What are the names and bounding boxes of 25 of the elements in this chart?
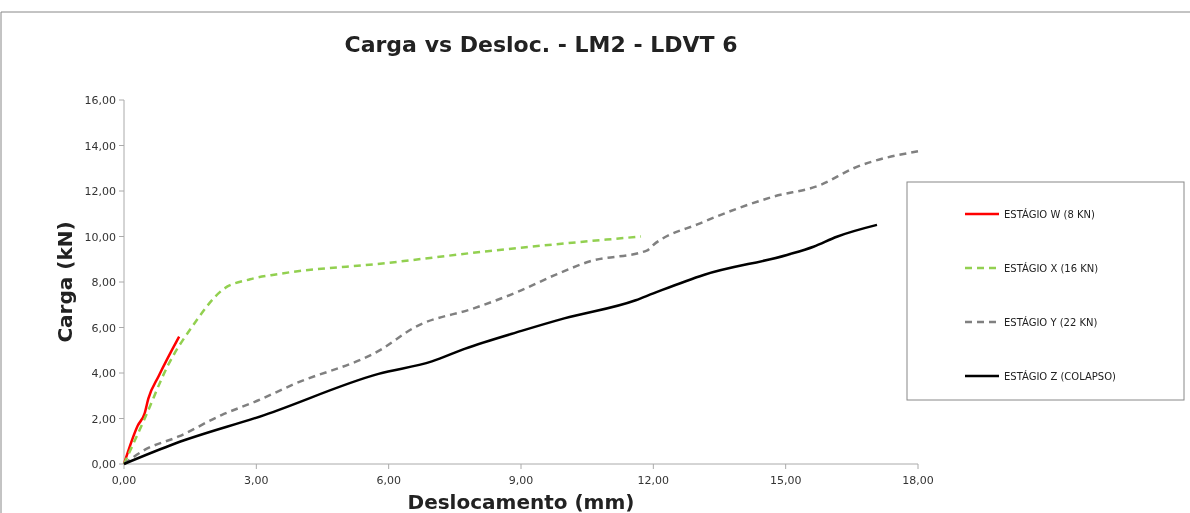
line-series bbox=[122, 235, 643, 466]
legend-label: ESTÁGIO W (8 KN) bbox=[1004, 208, 1095, 220]
y-tick-label: 16,00 bbox=[84, 94, 116, 107]
x-tick-label: 18,00 bbox=[902, 474, 934, 487]
x-tick-label: 9,00 bbox=[508, 474, 534, 487]
x-tick-label: 0,00 bbox=[111, 474, 137, 487]
x-tick-label: 12,00 bbox=[637, 474, 670, 487]
y-tick-label: 12,00 bbox=[84, 185, 116, 198]
x-axis-title: Deslocamento (mm) bbox=[407, 490, 635, 513]
x-tick-label: 3,00 bbox=[244, 474, 269, 487]
y-tick-label: 0,00 bbox=[91, 458, 116, 471]
y-tick-label: 14,00 bbox=[84, 139, 116, 153]
legend-label: ESTÁGIO X (16 KN) bbox=[1004, 262, 1099, 274]
y-tick-label: 8,00 bbox=[91, 276, 116, 289]
chart-title: Carga vs Desloc. - LM2 - LDVT 6 bbox=[344, 32, 738, 57]
y-tick-label: 6,00 bbox=[91, 321, 116, 335]
y-tick-label: 4,00 bbox=[91, 367, 116, 380]
legend-label: ESTÁGIO Y (22 KN) bbox=[1004, 316, 1098, 328]
y-tick-label: 10,00 bbox=[84, 230, 116, 244]
line-series bbox=[122, 223, 879, 466]
y-tick-label: 2,00 bbox=[91, 412, 116, 426]
legend-label: ESTÁGIO Z (COLAPSO) bbox=[1004, 370, 1117, 382]
y-axis-title: Carga (kN) bbox=[53, 221, 77, 343]
x-tick-label: 15,00 bbox=[769, 474, 802, 487]
x-tick-label: 6,00 bbox=[376, 474, 401, 487]
